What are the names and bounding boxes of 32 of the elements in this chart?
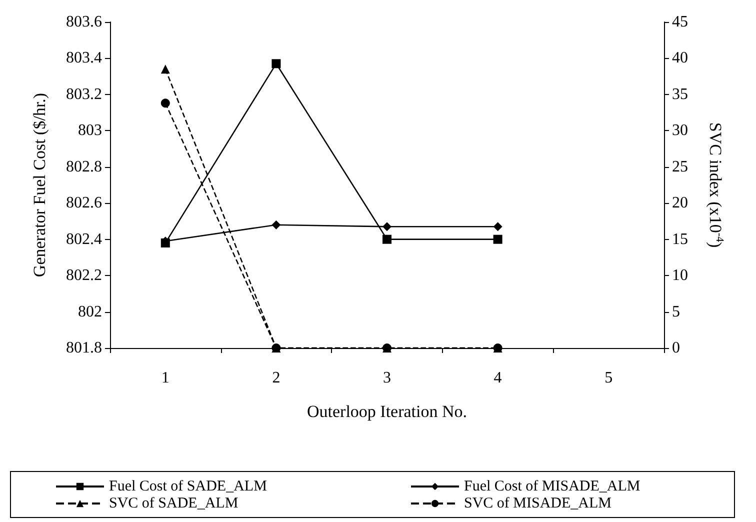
y2-tick-label: 20 bbox=[672, 194, 688, 212]
y2-tick-label: 10 bbox=[672, 267, 688, 284]
y-tick-label: 803.2 bbox=[66, 86, 102, 103]
y2-axis-title: SVC index (x10-4) bbox=[706, 122, 726, 248]
y2-tick-label: 40 bbox=[672, 50, 688, 67]
y2-tick-label: 25 bbox=[672, 158, 688, 176]
x-tick-label: 5 bbox=[604, 370, 613, 386]
y2-tick-label: 30 bbox=[672, 122, 688, 140]
y-tick-label: 802.6 bbox=[66, 194, 102, 212]
y2-tick-label: 45 bbox=[672, 14, 688, 30]
y-tick-label: 803.6 bbox=[66, 14, 102, 30]
y2-tick-label: 0 bbox=[672, 340, 680, 356]
x-tick-label: 3 bbox=[383, 370, 391, 386]
y-tick-label: 801.8 bbox=[66, 340, 102, 356]
y2-tick-label: 5 bbox=[672, 303, 680, 320]
y-tick-label: 802.2 bbox=[66, 267, 102, 284]
y-axis-title: Generator Fuel Cost ($/hr.) bbox=[30, 92, 49, 278]
y-tick-label: 802 bbox=[78, 303, 102, 320]
y2-tick-label: 35 bbox=[672, 86, 688, 103]
y-tick-label: 803 bbox=[78, 122, 102, 140]
x-axis-title: Outerloop Iteration No. bbox=[306, 402, 468, 421]
x-tick-label: 4 bbox=[494, 370, 502, 386]
y-tick-label: 802.4 bbox=[66, 230, 102, 248]
y-tick-label: 802.8 bbox=[66, 158, 102, 176]
x-tick-label: 2 bbox=[272, 370, 280, 386]
x-tick-label: 1 bbox=[161, 370, 170, 386]
legend-label: Fuel Cost of MISADE_ALM bbox=[464, 478, 640, 494]
y-tick-label: 803.4 bbox=[66, 50, 102, 67]
y2-tick-label: 15 bbox=[672, 230, 688, 248]
legend-label: Fuel Cost of SADE_ALM bbox=[109, 478, 267, 494]
legend-label: SVC of SADE_ALM bbox=[109, 496, 238, 512]
legend-label: SVC of MISADE_ALM bbox=[464, 496, 612, 512]
